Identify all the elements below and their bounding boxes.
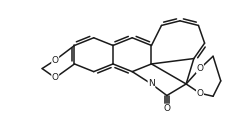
Text: O: O [163,104,170,113]
Text: O: O [52,73,59,82]
Text: N: N [148,80,155,88]
Text: O: O [197,64,203,73]
Text: O: O [52,56,59,65]
Text: O: O [197,89,203,98]
